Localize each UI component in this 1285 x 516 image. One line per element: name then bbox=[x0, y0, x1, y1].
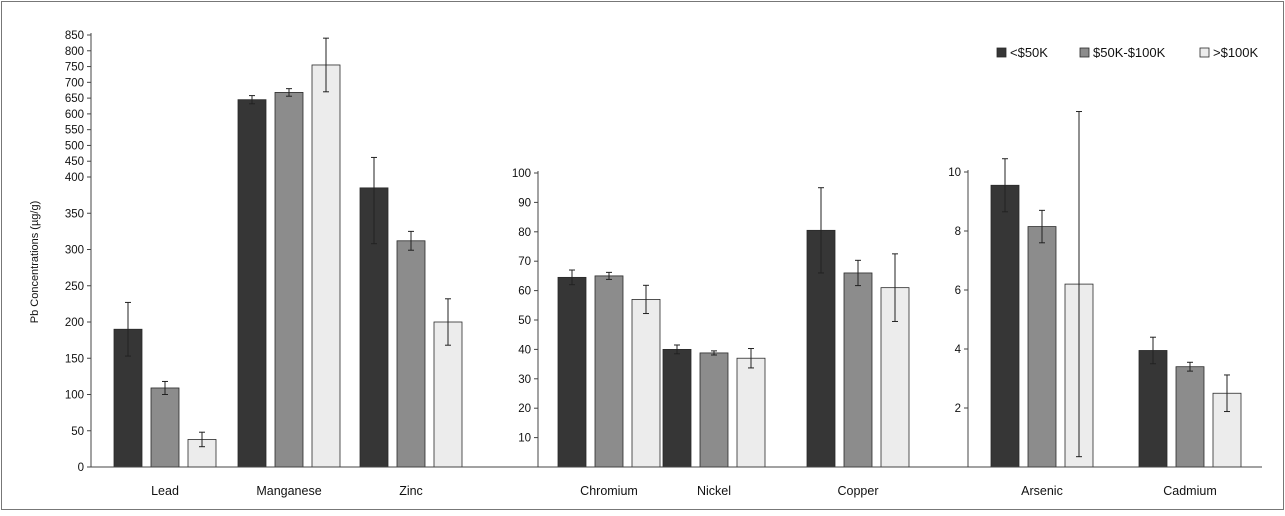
y-tick-label: 250 bbox=[65, 281, 84, 293]
legend: <$50K $50K-$100K >$100K bbox=[996, 45, 1259, 60]
category-label: Nickel bbox=[697, 484, 731, 498]
legend-label: <$50K bbox=[1010, 45, 1048, 60]
category-label: Cadmium bbox=[1163, 484, 1217, 498]
panel-3: 2 4 6 8 10 Arsenic Cadmium bbox=[948, 111, 1242, 498]
y-tick-label: 50 bbox=[518, 315, 531, 327]
category-label: Lead bbox=[151, 484, 179, 498]
y-tick-label: 700 bbox=[65, 77, 84, 89]
category-label: Arsenic bbox=[1021, 484, 1063, 498]
panel-1: 0 50 100 150 200 250 300 350 400 450 500 550 600 650 7… bbox=[65, 30, 463, 498]
y-tick-label: 20 bbox=[518, 403, 531, 415]
y-tick-label: 850 bbox=[65, 30, 84, 42]
y-tick-label: 750 bbox=[65, 62, 84, 74]
bar bbox=[662, 348, 692, 468]
bar bbox=[843, 272, 873, 468]
legend-swatch bbox=[1199, 47, 1210, 58]
bar bbox=[1175, 366, 1205, 468]
y-axis-label: Pb Concentrations (µg/g) bbox=[29, 201, 41, 324]
y-tick-label: 550 bbox=[65, 125, 84, 137]
y-tick-label: 150 bbox=[65, 353, 84, 365]
legend-label: $50K-$100K bbox=[1093, 45, 1166, 60]
y-tick-label: 400 bbox=[65, 172, 84, 184]
bar bbox=[274, 92, 304, 468]
category-label: Zinc bbox=[399, 484, 423, 498]
y-tick-label: 40 bbox=[518, 344, 531, 356]
legend-swatch bbox=[996, 47, 1007, 58]
y-tick-label: 600 bbox=[65, 109, 84, 121]
bar bbox=[237, 99, 267, 468]
y-tick-label: 30 bbox=[518, 374, 531, 386]
y-tick-label: 450 bbox=[65, 156, 84, 168]
bar bbox=[736, 357, 766, 468]
bar bbox=[433, 321, 463, 468]
y-tick-label: 10 bbox=[948, 167, 961, 179]
y-tick-label: 10 bbox=[518, 433, 531, 445]
y-tick-label: 350 bbox=[65, 208, 84, 220]
bar bbox=[557, 276, 587, 468]
y-tick-label: 80 bbox=[518, 227, 531, 239]
y-tick-label: 500 bbox=[65, 140, 84, 152]
y-tick-label: 100 bbox=[65, 390, 84, 402]
y-tick-label: 650 bbox=[65, 93, 84, 105]
bar bbox=[1027, 226, 1057, 468]
category-label: Manganese bbox=[256, 484, 321, 498]
y-tick-label: 800 bbox=[65, 46, 84, 58]
bar bbox=[594, 275, 624, 468]
y-tick-label: 300 bbox=[65, 245, 84, 257]
y-tick-label: 4 bbox=[955, 344, 962, 356]
y-tick-label: 100 bbox=[512, 168, 531, 180]
legend-label: >$100K bbox=[1213, 45, 1259, 60]
y-tick-label: 90 bbox=[518, 197, 531, 209]
y-tick-label: 0 bbox=[78, 462, 84, 474]
bar bbox=[396, 240, 426, 468]
chart-panels: 0501001502002503003504004505005506006507… bbox=[65, 30, 1262, 498]
panel-2: 10 20 30 40 50 60 70 80 90 100 Chromium Nickel Coppe… bbox=[512, 168, 910, 498]
y-tick-label: 60 bbox=[518, 286, 531, 298]
y-tick-label: 70 bbox=[518, 256, 531, 268]
y-tick-label: 200 bbox=[65, 317, 84, 329]
category-label: Copper bbox=[838, 484, 879, 498]
legend-swatch bbox=[1079, 47, 1090, 58]
y-tick-label: 2 bbox=[955, 403, 961, 415]
bar bbox=[150, 387, 180, 468]
bar bbox=[631, 299, 661, 468]
y-tick-label: 50 bbox=[71, 426, 84, 438]
bar bbox=[311, 64, 341, 468]
y-tick-label: 8 bbox=[955, 226, 961, 238]
bar bbox=[699, 352, 729, 468]
bar bbox=[1138, 350, 1168, 468]
category-label: Chromium bbox=[580, 484, 638, 498]
y-tick-label: 6 bbox=[955, 285, 961, 297]
bar bbox=[990, 184, 1020, 468]
